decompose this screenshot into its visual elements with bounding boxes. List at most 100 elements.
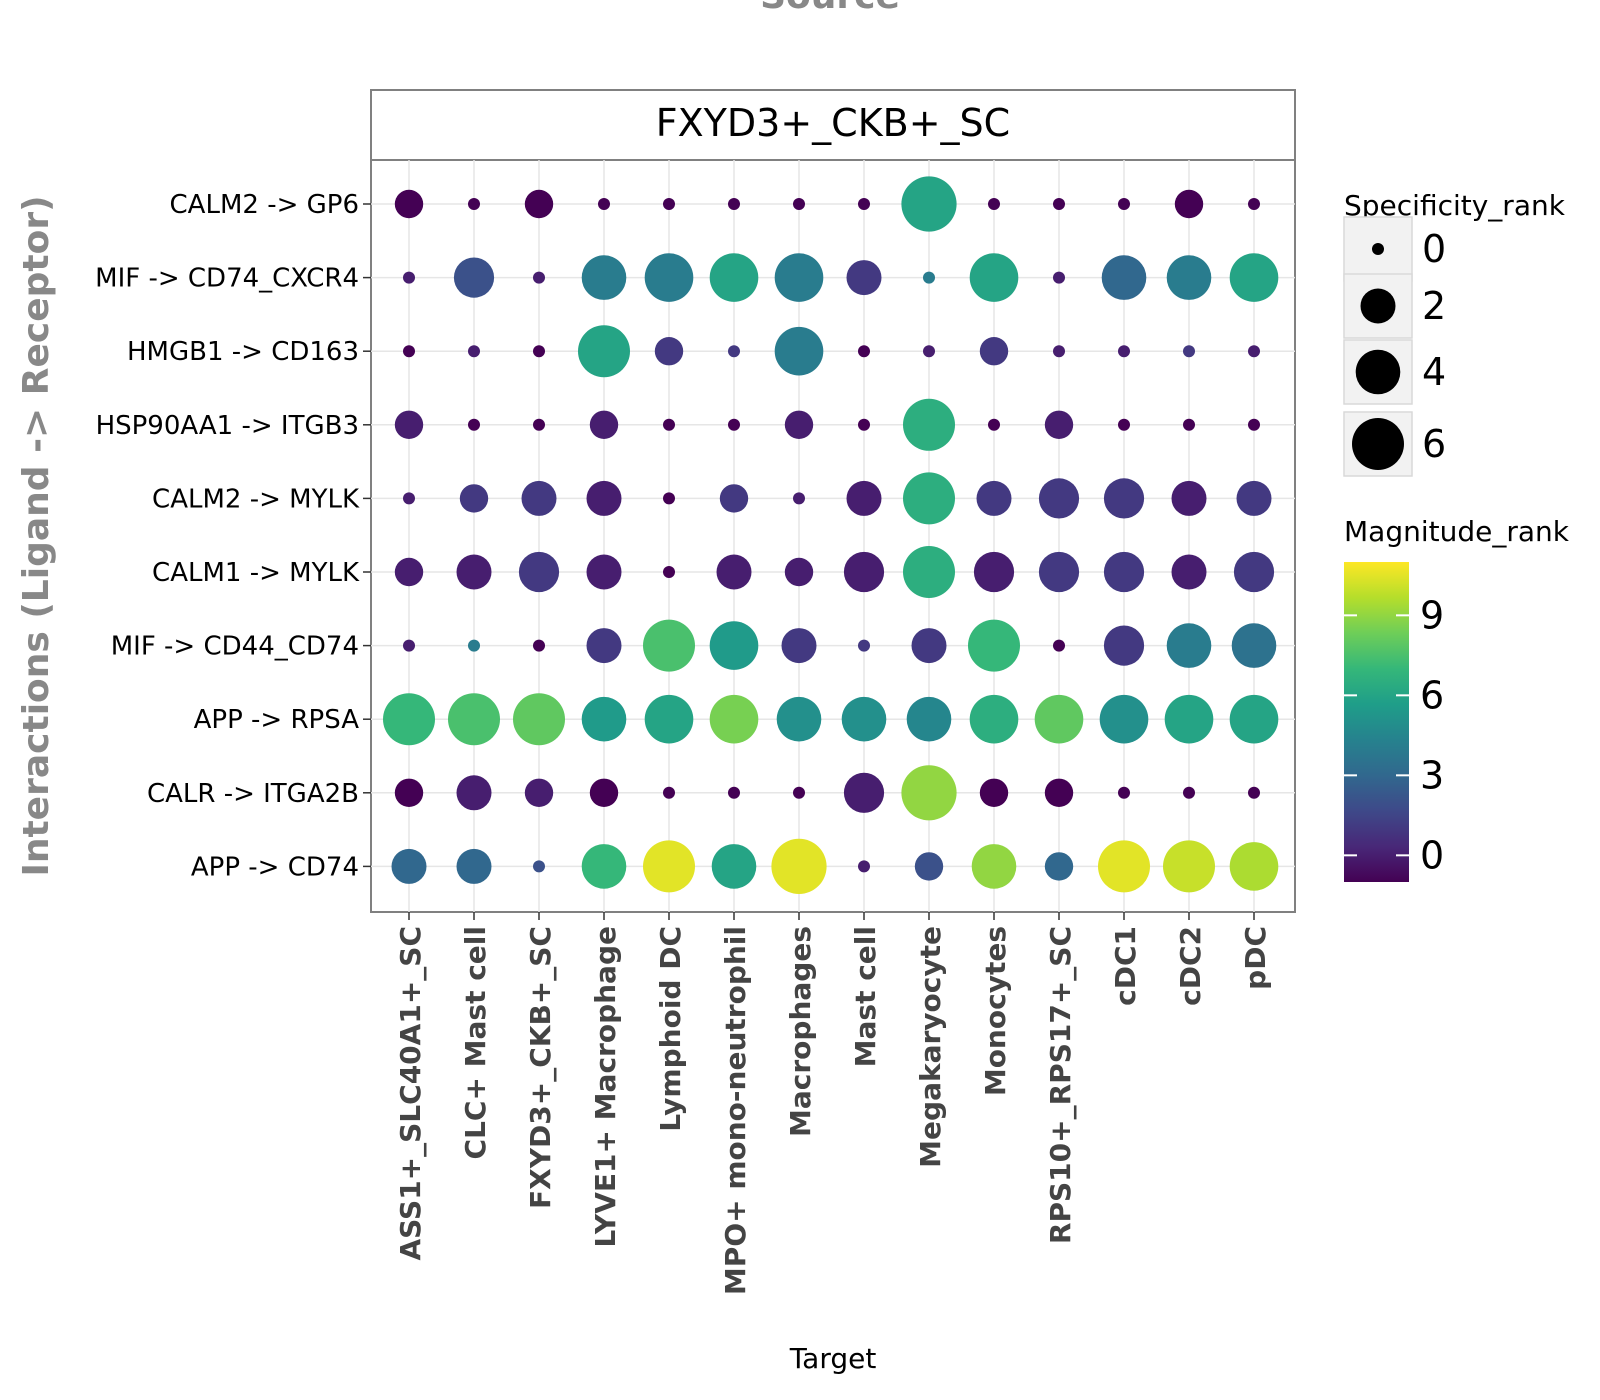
data-point [1171, 554, 1207, 590]
color-tick-label: 9 [1420, 593, 1444, 637]
size-legend-label: 2 [1422, 284, 1446, 328]
data-point [518, 551, 560, 593]
data-point [709, 253, 759, 302]
y-tick-label: CALR -> ITGA2B [147, 779, 359, 809]
data-point [1118, 345, 1130, 358]
data-point [391, 848, 427, 884]
data-point [1053, 198, 1065, 210]
size-legend: 0 2 4 6 [1343, 216, 1446, 477]
data-point [1171, 480, 1207, 516]
data-point [843, 772, 885, 813]
data-point [1233, 551, 1275, 593]
data-point [728, 198, 740, 210]
data-point [716, 554, 752, 590]
data-point [709, 694, 759, 744]
facet-strip [370, 89, 1296, 161]
data-point [403, 639, 415, 652]
data-point [644, 694, 694, 744]
data-point [643, 840, 695, 893]
data-point [586, 554, 622, 590]
x-tick-label: FXYD3+_CKB+_SC [524, 926, 557, 1209]
x-tick-labels: ASS1+_SLC40A1+_SC CLC+ Mast cell FXYD3+_CK… [394, 912, 1272, 1295]
data-point [846, 260, 882, 296]
data-point [1038, 478, 1080, 519]
x-axis-title: Target [789, 1342, 877, 1375]
data-point [456, 775, 492, 811]
data-point [1101, 255, 1147, 300]
data-point [1103, 625, 1145, 666]
data-point [468, 198, 480, 210]
data-point [468, 639, 480, 652]
y-axis-title: Interactions (Ligand -> Receptor) [16, 195, 57, 876]
data-point [1118, 786, 1130, 799]
y-tick-label: CALM1 -> MYLK [152, 558, 360, 588]
data-point [771, 838, 827, 895]
data-point [846, 480, 882, 516]
data-point [1229, 842, 1279, 891]
data-point [533, 860, 545, 873]
data-point [581, 844, 627, 889]
color-tick-label: 6 [1420, 673, 1444, 717]
data-point [533, 639, 545, 652]
data-point [709, 621, 759, 670]
color-legend-ticks: 0 3 6 9 [1344, 593, 1444, 877]
color-tick-label: 0 [1420, 833, 1444, 877]
data-point [468, 345, 480, 358]
data-point [973, 551, 1015, 593]
data-point [533, 271, 545, 284]
x-tick-label: CLC+ Mast cell [459, 926, 492, 1160]
data-point [858, 198, 870, 210]
data-point [1118, 418, 1130, 431]
data-point [578, 325, 630, 378]
size-legend-dot [1352, 418, 1404, 470]
data-point [1229, 253, 1279, 302]
x-tick-label: pDC [1239, 926, 1272, 990]
x-tick-label: Lymphoid DC [654, 926, 687, 1132]
data-point [858, 860, 870, 873]
data-point [1163, 840, 1215, 893]
data-point [533, 418, 545, 431]
data-point [988, 198, 1000, 210]
data-point [971, 844, 1017, 889]
data-point [793, 198, 805, 210]
x-tick-label: cDC2 [1174, 926, 1207, 1006]
data-point [643, 619, 695, 672]
data-point [598, 198, 610, 210]
data-point [969, 253, 1019, 302]
data-point [728, 345, 740, 358]
color-tick-label: 3 [1420, 753, 1444, 797]
data-point [1098, 840, 1150, 893]
data-point [1118, 198, 1130, 210]
data-points [383, 176, 1279, 895]
data-point [901, 176, 957, 232]
data-point [914, 852, 944, 881]
data-point [394, 410, 424, 439]
data-point [1166, 255, 1212, 300]
y-tick-labels: CALM2 -> GP6 MIF -> CD74_CXCR4 HMGB1 -> CD… [95, 190, 371, 882]
data-point [663, 198, 675, 210]
data-point [1183, 345, 1195, 358]
data-point [774, 253, 824, 302]
data-point [923, 345, 935, 358]
x-tick-label: RPS10+_RPS17+_SC [1044, 926, 1077, 1244]
data-point [513, 693, 565, 746]
y-tick-label: HMGB1 -> CD163 [127, 337, 359, 367]
size-legend-dot [1360, 288, 1396, 324]
color-legend-title: Magnitude_rank [1344, 515, 1570, 548]
data-point [644, 253, 694, 302]
data-point [711, 844, 757, 889]
data-point [793, 492, 805, 505]
y-tick-label: APP -> RPSA [194, 705, 360, 735]
x-tick-label: cDC1 [1109, 926, 1142, 1006]
data-point [903, 472, 955, 525]
color-bar [1344, 562, 1409, 882]
data-point [728, 418, 740, 431]
data-point [589, 410, 619, 439]
x-tick-label: ASS1+_SLC40A1+_SC [394, 926, 427, 1261]
data-point [394, 189, 424, 219]
x-tick-label: MPO+ mono-neutrophil [719, 926, 752, 1295]
data-point [784, 410, 814, 439]
data-point [383, 693, 435, 746]
data-point [1044, 410, 1074, 439]
